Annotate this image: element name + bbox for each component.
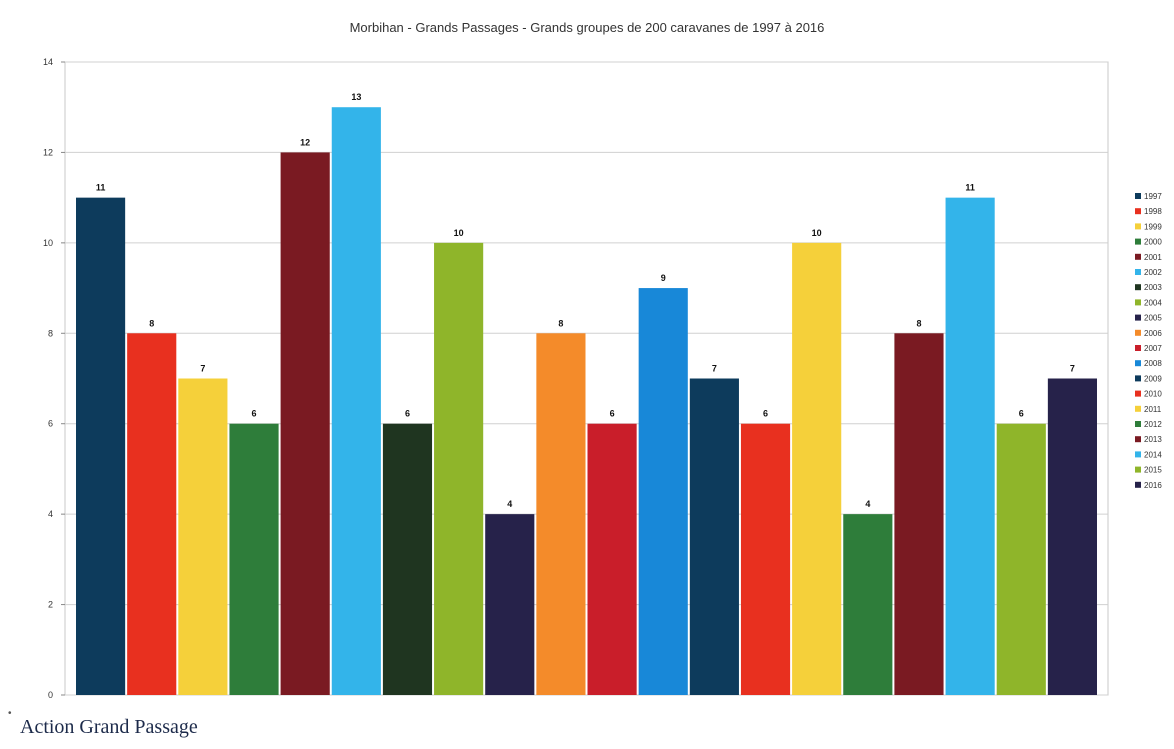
y-tick-label: 8: [48, 328, 53, 338]
data-label-2001: 12: [300, 137, 310, 147]
bar-2002: [331, 107, 381, 695]
legend-label-2001: 2001: [1144, 253, 1162, 262]
y-tick-label: 14: [43, 57, 53, 67]
y-tick-label: 4: [48, 509, 53, 519]
legend-swatch-2011: [1135, 405, 1141, 412]
chart-title: Morbihan - Grands Passages - Grands grou…: [349, 20, 825, 35]
legend-swatch-2012: [1135, 421, 1141, 427]
bar-2004: [434, 242, 484, 695]
bar-2015: [996, 423, 1046, 695]
footer-bullet: •: [8, 708, 12, 719]
legend-swatch-2016: [1135, 481, 1141, 488]
legend-label-2012: 2012: [1144, 420, 1162, 429]
legend-label-2003: 2003: [1144, 283, 1162, 292]
data-label-2016: 7: [1070, 364, 1075, 374]
bar-2016: [1047, 378, 1097, 695]
y-tick-label: 2: [48, 600, 53, 610]
bar-2012: [843, 514, 893, 695]
y-tick-label: 10: [43, 238, 53, 248]
legend-swatch-2015: [1135, 466, 1141, 473]
legend-label-2011: 2011: [1144, 405, 1162, 414]
legend-label-2000: 2000: [1144, 238, 1162, 247]
legend-label-2013: 2013: [1144, 435, 1162, 444]
legend-label-1999: 1999: [1144, 222, 1162, 231]
legend-swatch-2006: [1135, 329, 1141, 336]
bar-1997: [76, 197, 126, 695]
legend-label-2004: 2004: [1144, 298, 1162, 307]
legend-label-1997: 1997: [1144, 192, 1162, 201]
bar-2005: [485, 514, 535, 695]
data-label-1997: 11: [96, 183, 106, 193]
bar-2011: [792, 242, 842, 695]
bar-1998: [127, 333, 177, 695]
y-tick-label: 0: [48, 690, 53, 700]
legend-swatch-1997: [1135, 193, 1141, 199]
footer-caption: Action Grand Passage: [20, 716, 198, 738]
legend-swatch-2013: [1135, 436, 1141, 443]
legend-swatch-2014: [1135, 451, 1141, 458]
bar-1999: [178, 378, 228, 695]
data-label-2006: 8: [558, 318, 563, 328]
bar-2003: [382, 423, 433, 695]
bar-2006: [536, 333, 586, 695]
legend-label-1998: 1998: [1144, 207, 1162, 216]
data-label-2014: 11: [965, 183, 975, 193]
data-label-1999: 7: [200, 364, 205, 374]
legend-label-2016: 2016: [1144, 481, 1162, 490]
legend-label-2009: 2009: [1144, 374, 1162, 383]
data-label-2013: 8: [916, 318, 921, 328]
y-tick-label: 12: [43, 147, 53, 157]
y-tick-label: 6: [48, 419, 53, 429]
legend-swatch-2010: [1135, 390, 1141, 397]
legend-swatch-2008: [1135, 360, 1141, 367]
data-label-2015: 6: [1019, 409, 1024, 419]
legend-label-2014: 2014: [1144, 450, 1162, 459]
legend-label-2008: 2008: [1144, 359, 1162, 368]
legend-swatch-2004: [1135, 299, 1141, 306]
data-label-2005: 4: [507, 499, 512, 509]
data-label-2000: 6: [252, 409, 257, 419]
legend-swatch-2005: [1135, 314, 1141, 321]
data-label-2010: 6: [763, 409, 768, 419]
legend-swatch-1998: [1135, 208, 1141, 215]
bar-2010: [740, 423, 791, 695]
data-labels: 11 8 7 6 12 13 6 10 4 8 6 9 7 6 10 4 8 11 6 7: [96, 92, 1075, 509]
data-label-2002: 13: [351, 92, 361, 102]
legend-label-2010: 2010: [1144, 390, 1162, 399]
legend-label-2015: 2015: [1144, 466, 1162, 475]
bar-2013: [894, 333, 944, 695]
bar-2001: [280, 152, 330, 695]
data-label-2011: 10: [812, 228, 822, 238]
legend-swatch-2001: [1135, 253, 1141, 260]
data-label-2008: 9: [661, 273, 666, 283]
data-label-2004: 10: [454, 228, 464, 238]
data-label-2009: 7: [712, 364, 717, 374]
bar-2007: [587, 423, 637, 695]
bars: [76, 107, 1097, 695]
legend-swatch-2000: [1135, 238, 1141, 245]
data-label-2007: 6: [610, 409, 615, 419]
bar-2009: [689, 378, 739, 695]
legend-swatch-2003: [1135, 284, 1141, 291]
y-axis: 0 2 4 6 8 10 12 14: [43, 57, 65, 700]
bar-2014: [945, 197, 995, 695]
data-label-2012: 4: [865, 499, 870, 509]
legend-label-2006: 2006: [1144, 329, 1162, 338]
legend-swatch-2009: [1135, 375, 1141, 382]
data-label-2003: 6: [405, 409, 410, 419]
legend: 1997 1998 1999 2000 2001 2002 2003 2004 2005 2006…: [1135, 192, 1162, 490]
legend-label-2002: 2002: [1144, 268, 1162, 277]
data-label-1998: 8: [149, 318, 154, 328]
legend-swatch-2007: [1135, 345, 1141, 351]
bar-2008: [638, 288, 688, 695]
legend-label-2007: 2007: [1144, 344, 1162, 353]
legend-swatch-1999: [1135, 223, 1141, 230]
legend-swatch-2002: [1135, 269, 1141, 275]
legend-label-2005: 2005: [1144, 314, 1162, 323]
bar-2000: [229, 423, 279, 695]
